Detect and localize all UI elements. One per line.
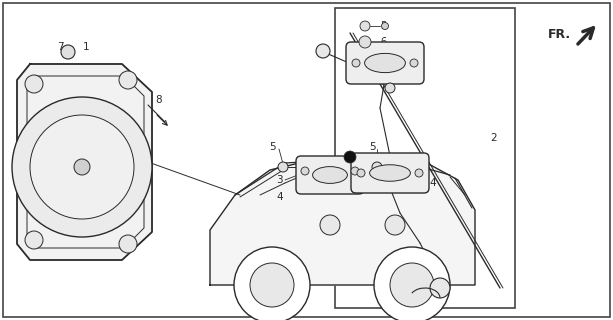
Ellipse shape	[365, 53, 405, 73]
Circle shape	[320, 215, 340, 235]
Circle shape	[278, 162, 288, 172]
Circle shape	[250, 263, 294, 307]
FancyBboxPatch shape	[346, 42, 424, 84]
Circle shape	[374, 247, 450, 320]
FancyBboxPatch shape	[296, 156, 364, 194]
Circle shape	[360, 21, 370, 31]
Circle shape	[351, 167, 359, 175]
Ellipse shape	[313, 167, 348, 183]
Circle shape	[301, 167, 309, 175]
Circle shape	[12, 97, 152, 237]
FancyBboxPatch shape	[351, 153, 429, 193]
Circle shape	[74, 159, 90, 175]
Text: 8: 8	[155, 95, 162, 105]
Circle shape	[385, 215, 405, 235]
Circle shape	[352, 59, 360, 67]
Circle shape	[344, 151, 356, 163]
Circle shape	[381, 22, 389, 29]
Text: 3: 3	[276, 175, 283, 185]
Circle shape	[316, 44, 330, 58]
Circle shape	[61, 45, 75, 59]
Circle shape	[30, 115, 134, 219]
Circle shape	[385, 83, 395, 93]
Text: 4: 4	[429, 178, 436, 188]
Bar	[335, 8, 515, 308]
Circle shape	[25, 75, 43, 93]
Circle shape	[415, 169, 423, 177]
Circle shape	[119, 71, 137, 89]
Text: 1: 1	[83, 42, 89, 52]
Circle shape	[390, 263, 434, 307]
Text: 5: 5	[380, 21, 386, 31]
Text: FR.: FR.	[548, 28, 571, 41]
Circle shape	[25, 231, 43, 249]
Text: 4: 4	[276, 192, 283, 202]
Polygon shape	[210, 155, 475, 285]
Text: 5: 5	[269, 142, 276, 152]
Circle shape	[357, 169, 365, 177]
Text: 2: 2	[490, 133, 497, 143]
Text: 5: 5	[369, 142, 376, 152]
Circle shape	[234, 247, 310, 320]
Circle shape	[372, 162, 382, 172]
Circle shape	[410, 59, 418, 67]
Polygon shape	[17, 64, 152, 260]
Ellipse shape	[370, 165, 410, 181]
Text: 7: 7	[57, 42, 64, 52]
Circle shape	[430, 278, 450, 298]
Circle shape	[359, 36, 371, 48]
Circle shape	[119, 235, 137, 253]
Text: 6: 6	[380, 37, 386, 47]
